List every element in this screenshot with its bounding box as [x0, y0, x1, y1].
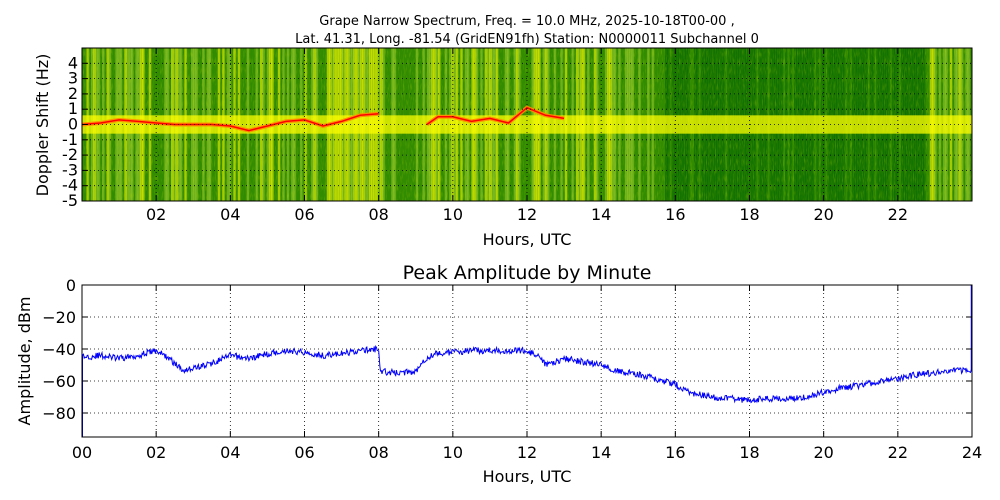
y-tick-label: 3 — [68, 69, 78, 88]
x-tick-label: 06 — [294, 205, 314, 224]
y-tick-label: 1 — [68, 99, 78, 118]
y-tick-label: -3 — [62, 160, 78, 179]
x-tick-label: 14 — [591, 443, 611, 462]
x-tick-label: 22 — [888, 443, 908, 462]
y-tick-label: -2 — [62, 145, 78, 164]
x-tick-label: 12 — [517, 205, 537, 224]
x-tick-label: 20 — [813, 443, 833, 462]
y-tick-label: −20 — [42, 308, 76, 327]
y-tick-label: -4 — [62, 176, 78, 195]
amplitude-panel: Peak Amplitude by Minute 00 02 04 06 08 10 12 1… — [15, 262, 982, 486]
figure-title-line2: Lat. 41.31, Long. -81.54 (GridEN91fh) St… — [295, 32, 759, 47]
x-tick-label: 18 — [739, 443, 759, 462]
x-tick-label: 22 — [888, 205, 908, 224]
x-tick-label: 04 — [220, 443, 240, 462]
amplitude-x-ticks: 00 02 04 06 08 10 12 14 16 18 20 22 24 — [72, 285, 982, 462]
y-tick-label: 2 — [68, 84, 78, 103]
x-tick-label: 20 — [813, 205, 833, 224]
x-tick-label: 14 — [591, 205, 611, 224]
x-tick-label: 08 — [368, 205, 388, 224]
spectrogram-y-label: Doppler Shift (Hz) — [33, 54, 52, 197]
spectrogram-grid — [82, 48, 972, 201]
x-tick-label: 16 — [665, 443, 685, 462]
amplitude-title: Peak Amplitude by Minute — [403, 262, 652, 284]
doppler-trace — [426, 106, 565, 126]
x-tick-label: 10 — [443, 205, 463, 224]
x-tick-label: 02 — [146, 205, 166, 224]
spectrogram-x-label: Hours, UTC — [483, 230, 572, 249]
y-tick-label: 4 — [68, 53, 78, 72]
x-tick-label: 04 — [220, 205, 240, 224]
x-tick-label: 02 — [146, 443, 166, 462]
amplitude-x-label: Hours, UTC — [483, 467, 572, 486]
spectrogram-x-ticks: 02 04 06 08 10 12 14 16 18 20 22 — [146, 48, 908, 224]
y-tick-label: -5 — [62, 191, 78, 210]
y-tick-label: −40 — [42, 340, 76, 359]
y-tick-label: -1 — [62, 130, 78, 149]
y-tick-label: −80 — [42, 404, 76, 423]
y-tick-label: 0 — [68, 115, 78, 134]
x-tick-label: 08 — [368, 443, 388, 462]
amplitude-line — [82, 345, 972, 404]
x-tick-label: 06 — [294, 443, 314, 462]
amplitude-y-ticks: 0 −20 −40 −60 −80 — [42, 276, 972, 423]
x-tick-label: 18 — [739, 205, 759, 224]
amplitude-y-label: Amplitude, dBm — [15, 297, 34, 426]
x-tick-label: 12 — [517, 443, 537, 462]
x-tick-label: 24 — [962, 443, 982, 462]
doppler-trace — [82, 113, 379, 132]
y-tick-label: 0 — [66, 276, 76, 295]
y-tick-label: −60 — [42, 372, 76, 391]
x-tick-label: 00 — [72, 443, 92, 462]
x-tick-label: 10 — [443, 443, 463, 462]
figure-title-line1: Grape Narrow Spectrum, Freq. = 10.0 MHz,… — [319, 14, 734, 29]
x-tick-label: 16 — [665, 205, 685, 224]
